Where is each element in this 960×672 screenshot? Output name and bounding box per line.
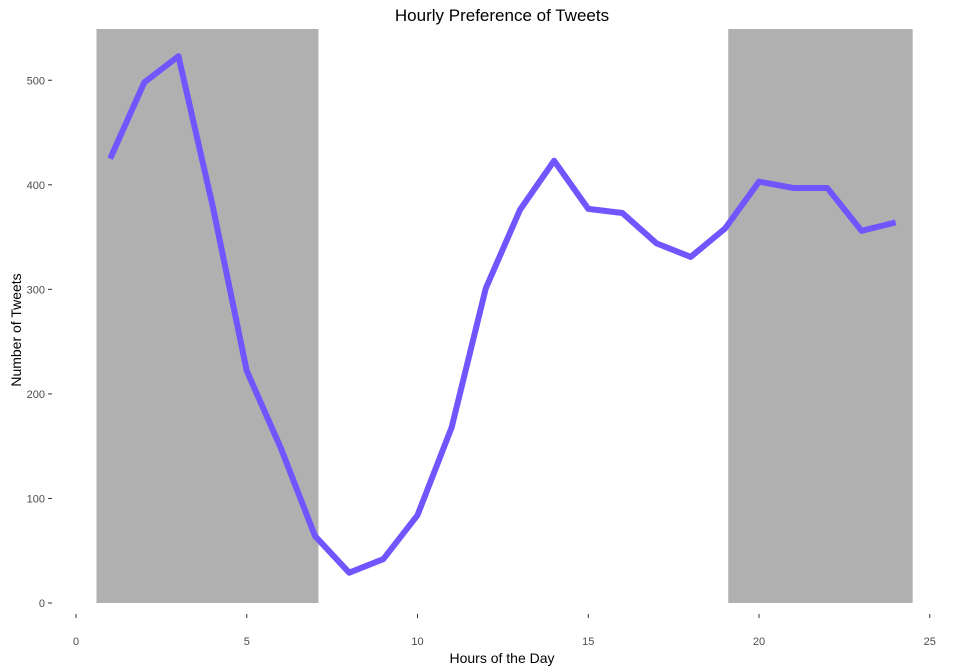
shaded-band-1 (96, 29, 319, 603)
x-tick-label: 20 (753, 636, 765, 648)
y-tick-label: 0 (39, 598, 45, 610)
x-axis: 0 5 10 15 20 25 (73, 614, 936, 648)
y-axis: 0 100 200 300 400 500 (27, 75, 52, 610)
x-tick-label: 5 (244, 636, 250, 648)
y-tick-label: 100 (27, 493, 45, 505)
y-tick-label: 500 (27, 75, 45, 87)
x-tick-label: 0 (73, 636, 79, 648)
shaded-band-2 (728, 29, 913, 603)
series-line-1 (107, 53, 897, 576)
x-tick-label: 10 (411, 636, 423, 648)
x-tick-label: 15 (582, 636, 594, 648)
y-tick-label: 400 (27, 180, 45, 192)
shaded-bands (96, 29, 913, 603)
series-lines (107, 53, 897, 576)
x-tick-label: 25 (924, 636, 936, 648)
y-axis-title: Number of Tweets (8, 273, 24, 386)
y-tick-label: 200 (27, 389, 45, 401)
y-tick-label: 300 (27, 284, 45, 296)
chart-title: Hourly Preference of Tweets (395, 6, 609, 25)
x-axis-title: Hours of the Day (449, 650, 554, 666)
